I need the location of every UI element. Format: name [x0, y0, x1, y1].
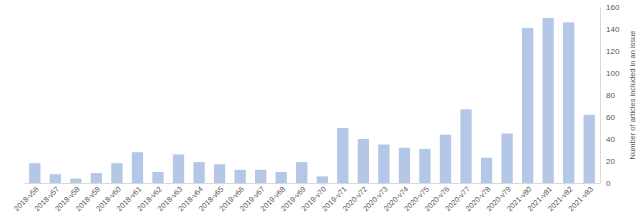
y-tick-label: 160 [606, 3, 620, 12]
bars [29, 18, 595, 183]
y-tick: 100 [600, 69, 620, 78]
y-tick: 120 [600, 47, 620, 56]
bar [152, 172, 163, 183]
bar [91, 173, 102, 183]
y-tick-label: 120 [606, 47, 620, 56]
bar [296, 162, 307, 183]
y-tick-label: 140 [606, 25, 620, 34]
bar [214, 164, 225, 183]
y-tick-label: 100 [606, 69, 620, 78]
bar [522, 28, 533, 183]
y-tick: 60 [600, 113, 615, 122]
bar [317, 176, 328, 183]
chart: 2018-v562018-v572018-v582018-v592018-v60… [0, 0, 640, 217]
bar [481, 158, 492, 183]
y-tick-label: 20 [606, 157, 615, 166]
bar [584, 115, 595, 183]
y-tick: 80 [600, 91, 615, 100]
x-axis: 2018-v562018-v572018-v582018-v592018-v60… [12, 184, 600, 214]
y-tick-label: 0 [606, 179, 611, 188]
bar [70, 179, 81, 183]
bar [132, 152, 143, 183]
bar [234, 170, 245, 183]
bar [173, 154, 184, 183]
bar [193, 162, 204, 183]
bar [358, 139, 369, 183]
plot: 2018-v562018-v572018-v582018-v592018-v60… [12, 3, 620, 213]
y-tick: 20 [600, 157, 615, 166]
y-tick-label: 80 [606, 91, 615, 100]
bar [440, 135, 451, 183]
y-tick: 0 [600, 179, 611, 188]
bar [255, 170, 266, 183]
bar [501, 134, 512, 184]
bar [337, 128, 348, 183]
x-axis-line [25, 183, 601, 184]
y-axis: 0 20 40 60 80 100 120 140 160 [600, 3, 620, 188]
bar [276, 172, 287, 183]
bar [111, 163, 122, 183]
bar [460, 109, 471, 183]
bar [50, 174, 61, 183]
bar [399, 148, 410, 183]
y-tick-label: 40 [606, 135, 615, 144]
y-tick: 160 [600, 3, 620, 12]
bar [29, 163, 40, 183]
x-tick-label: 2021-v83 [567, 185, 595, 213]
bar [543, 18, 554, 183]
y-axis-line [600, 8, 601, 184]
bar [419, 149, 430, 183]
y-tick-label: 60 [606, 113, 615, 122]
bar [563, 22, 574, 183]
y-tick: 140 [600, 25, 620, 34]
y-axis-title: Number of articles included in an issue [628, 31, 637, 160]
x-tick: 2021-v83 [567, 185, 595, 213]
bar [378, 145, 389, 184]
y-tick: 40 [600, 135, 615, 144]
